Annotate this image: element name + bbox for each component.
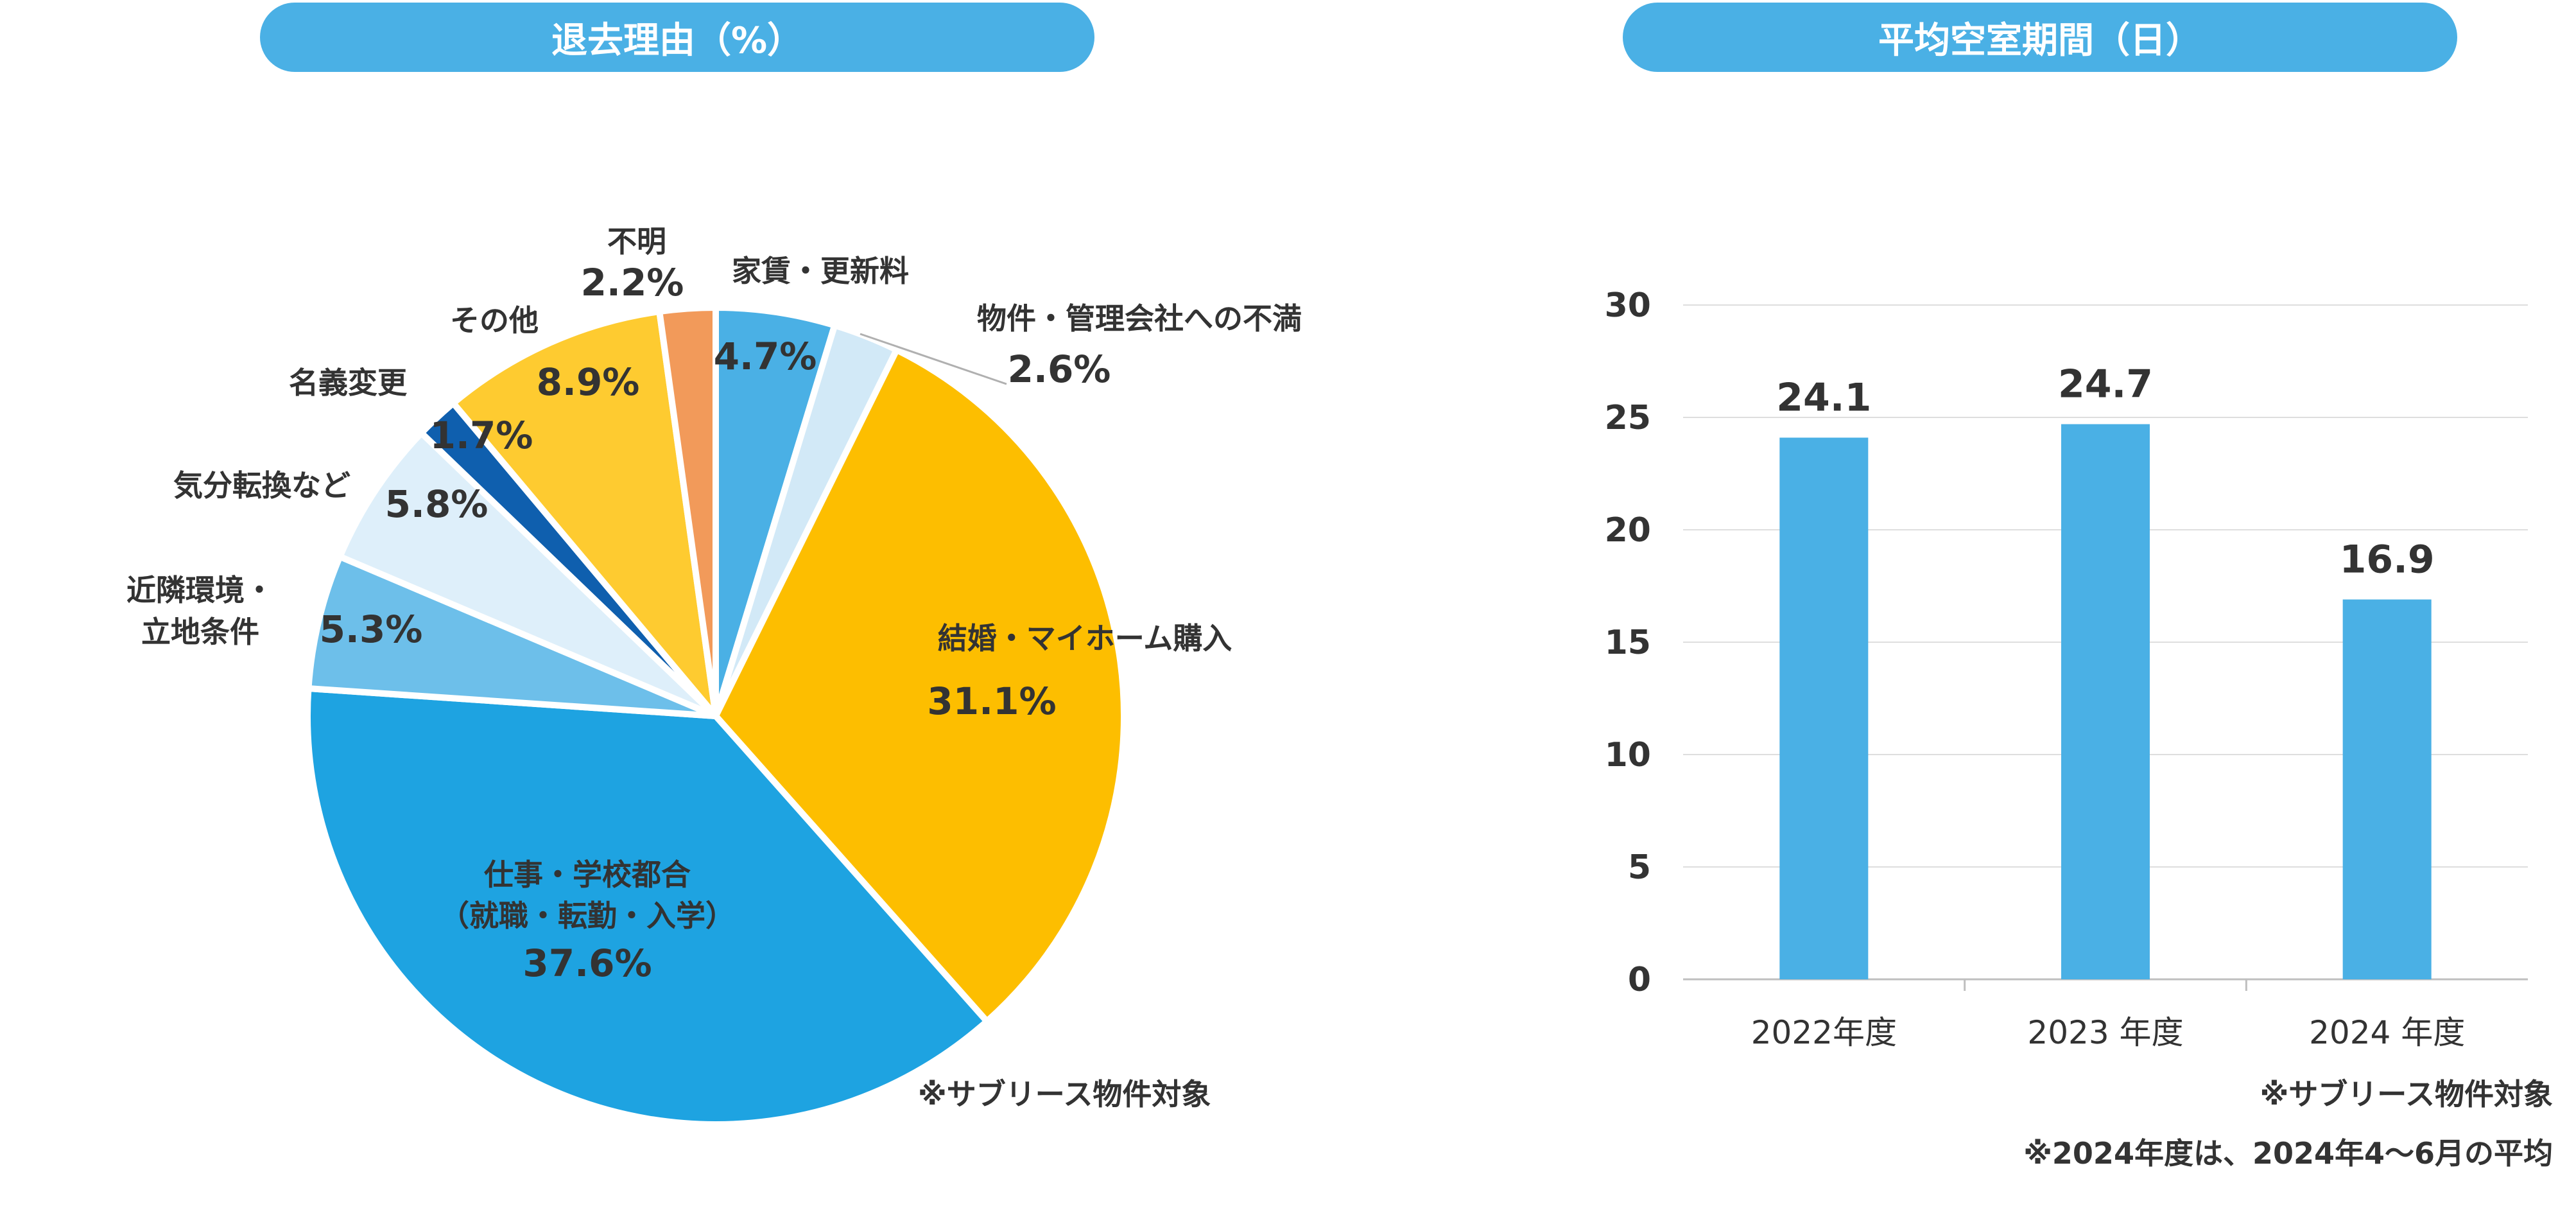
- bar-note-2: ※2024年度は、2024年4〜6月の平均: [2023, 1136, 2553, 1171]
- pie-slice-3: [304, 685, 990, 1128]
- pie-chart-title: 退去理由（%）: [260, 3, 1094, 72]
- pie-slice-label-2: 結婚・マイホーム購入: [938, 621, 1232, 656]
- bar-value-label-2: 16.9: [2340, 538, 2435, 582]
- pie-slice-value-5: 5.8%: [385, 482, 488, 526]
- bar-value-label-0: 24.1: [1776, 376, 1871, 421]
- y-tick-label-25: 25: [1605, 399, 1651, 437]
- pie-slice-value-8: 2.2%: [581, 261, 684, 304]
- y-tick-label-0: 0: [1628, 961, 1651, 999]
- x-tick-label-0: 2022年度: [1751, 1014, 1897, 1051]
- pie-slice-value-4: 5.3%: [320, 608, 423, 651]
- pie-slice-value-1: 2.6%: [1008, 347, 1111, 391]
- pie-slice-value-3: 37.6%: [523, 941, 652, 985]
- bar-0: [1779, 437, 1869, 979]
- pie-slice-value-6: 1.7%: [430, 414, 533, 457]
- pie-slice-label-5: 気分転換など: [173, 468, 350, 503]
- y-tick-label-5: 5: [1628, 848, 1651, 887]
- bar-note-1: ※サブリース物件対象: [2260, 1077, 2553, 1112]
- pie-slice-label-1: 物件・管理会社への不満: [977, 301, 1302, 336]
- y-tick-label-30: 30: [1605, 286, 1651, 325]
- y-tick-label-10: 10: [1605, 736, 1651, 774]
- pie-slice-label-8: 不明: [607, 224, 666, 259]
- bar-chart-title: 平均空室期間（日）: [1623, 3, 2457, 72]
- pie-slice-label2-4: 立地条件: [141, 615, 259, 649]
- pie-slice-label-0: 家賃・更新料: [732, 254, 909, 288]
- x-tick-label-1: 2023 年度: [2027, 1014, 2183, 1051]
- bar-1: [2061, 424, 2150, 979]
- pie-slice-value-7: 8.9%: [537, 360, 640, 404]
- pie-slice-label-3: 仕事・学校都合: [484, 857, 691, 892]
- leader-line-complaint: [860, 333, 1007, 385]
- pie-slice-7: [450, 308, 719, 719]
- pie-note: ※サブリース物件対象: [918, 1077, 1211, 1112]
- bar-value-label-1: 24.7: [2058, 362, 2153, 407]
- pie-slice-value-2: 31.1%: [927, 679, 1056, 723]
- pie-slice-value-0: 4.7%: [714, 335, 817, 378]
- pie-chart: 家賃・更新料 4.7% 物件・管理会社への不満 2.6% 結婚・マイホーム購入 31.1%…: [126, 224, 1302, 1128]
- y-tick-label-15: 15: [1605, 624, 1651, 662]
- pie-slice-label-7: その他: [450, 303, 539, 338]
- pie-slice-8: [656, 304, 719, 719]
- pie-slice-label2-3: （就職・転勤・入学）: [440, 898, 735, 933]
- y-tick-label-20: 20: [1605, 511, 1651, 550]
- pie-slice-label-4: 近隣環境・: [126, 573, 274, 608]
- bar-2: [2342, 599, 2432, 979]
- x-tick-label-2: 2024 年度: [2309, 1014, 2465, 1051]
- pie-slice-label-6: 名義変更: [289, 365, 408, 400]
- pie-slice-5: [336, 430, 719, 719]
- pie-slice-2: [713, 346, 1127, 1025]
